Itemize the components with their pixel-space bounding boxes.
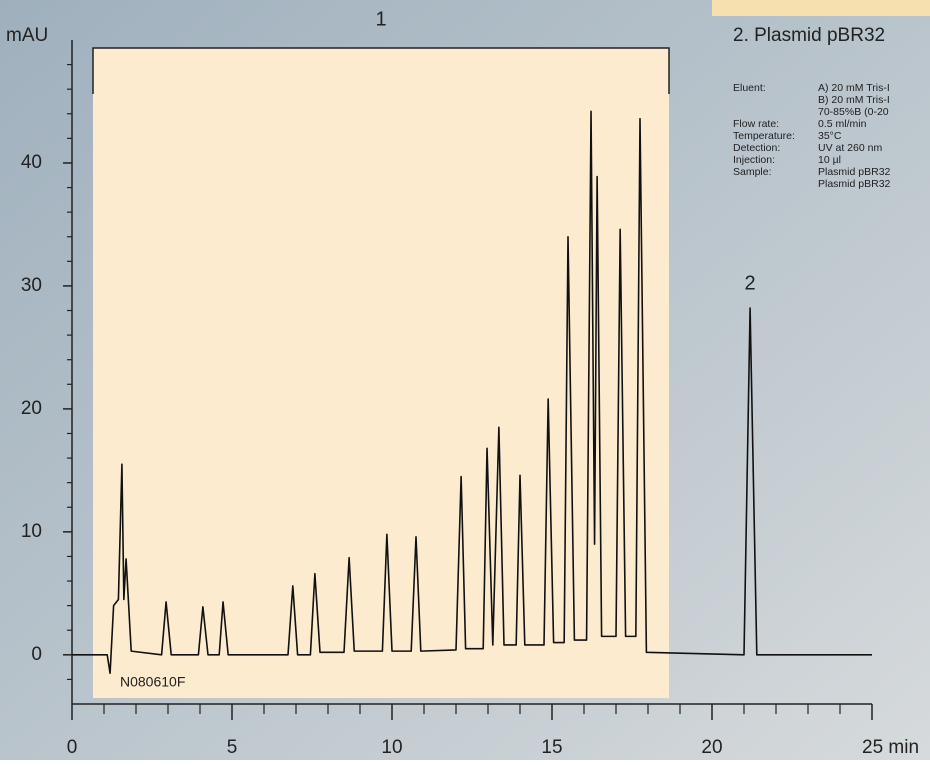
x-tick-label: 20 <box>701 737 722 758</box>
x-tick-label: 25 min <box>862 737 919 758</box>
condition-value: 70-85%B (0-20 <box>818 106 889 118</box>
condition-label: Flow rate: <box>733 118 779 130</box>
condition-value: 35°C <box>818 130 842 142</box>
condition-value: Plasmid pBR32 <box>818 178 891 190</box>
fraction-bracket <box>92 47 670 94</box>
condition-label: Temperature: <box>733 130 795 142</box>
y-axis-label: mAU <box>6 25 48 46</box>
x-tick-label: 0 <box>67 737 78 758</box>
condition-value: A) 20 mM Tris-I <box>818 82 890 94</box>
condition-label: Sample: <box>733 166 772 178</box>
fraction-region <box>93 48 669 698</box>
panel-header <box>712 0 930 16</box>
sample-code: N080610F <box>120 674 185 690</box>
condition-label: Injection: <box>733 154 775 166</box>
condition-value: UV at 260 nm <box>818 142 882 154</box>
x-tick-label: 5 <box>227 737 238 758</box>
fraction-label: 1 <box>375 8 386 30</box>
condition-value: Plasmid pBR32 <box>818 166 891 178</box>
y-tick-label: 10 <box>21 521 42 542</box>
x-tick-label: 10 <box>381 737 402 758</box>
condition-value: 0.5 ml/min <box>818 118 867 130</box>
chromatogram-trace <box>72 110 872 675</box>
y-tick-label: 30 <box>21 275 42 296</box>
condition-value: 10 µl <box>818 154 841 166</box>
panel-title: 2. Plasmid pBR32 <box>733 25 885 46</box>
y-tick-label: 20 <box>21 398 42 419</box>
x-tick-label: 15 <box>541 737 562 758</box>
y-tick-label: 40 <box>21 152 42 173</box>
fraction-label: 2 <box>744 272 755 294</box>
condition-value: B) 20 mM Tris-I <box>818 94 890 106</box>
condition-label: Detection: <box>733 142 780 154</box>
condition-label: Eluent: <box>733 82 766 94</box>
y-tick-label: 0 <box>31 644 42 665</box>
